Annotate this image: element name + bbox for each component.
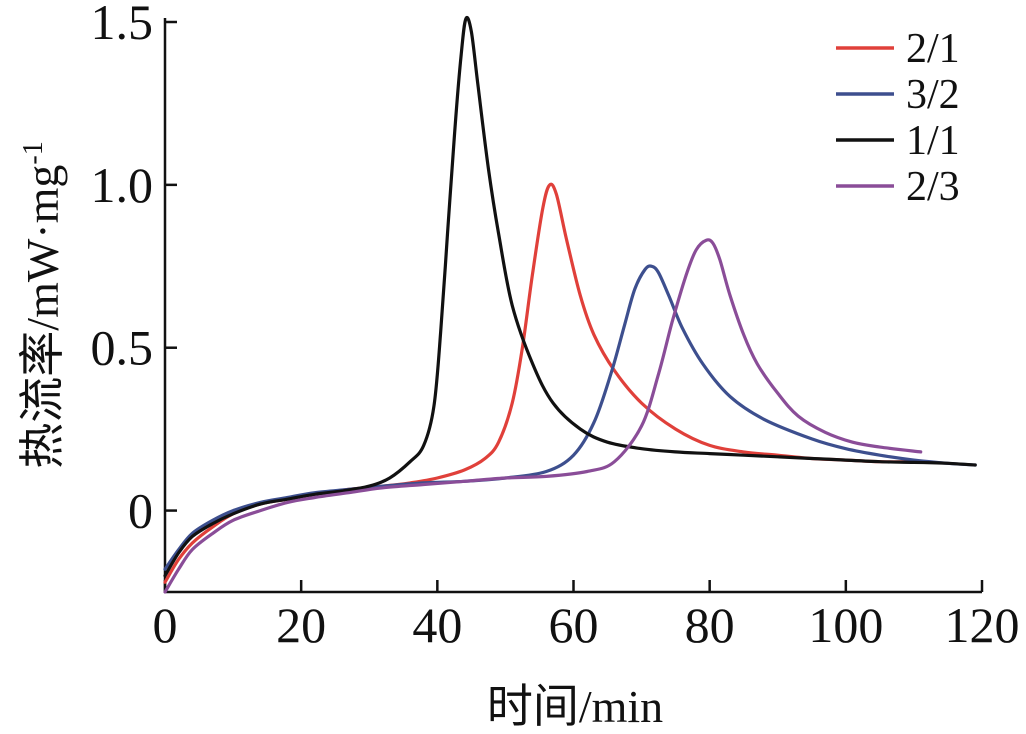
x-tick-label-0: 0 bbox=[153, 597, 178, 653]
y-tick-label-1: 1.0 bbox=[91, 157, 154, 213]
y-tick-label-0.5: 0.5 bbox=[91, 320, 154, 376]
y-ticks: 0 0.5 1.0 1.5 bbox=[91, 0, 177, 539]
y-tick-label-1.5: 1.5 bbox=[91, 0, 154, 50]
x-tick-label-100: 100 bbox=[808, 597, 883, 653]
axes bbox=[163, 18, 982, 594]
series-line-1-1 bbox=[163, 15, 977, 578]
legend-label-2-3: 2/3 bbox=[906, 164, 960, 210]
x-tick-label-20: 20 bbox=[276, 597, 326, 653]
x-axis-title: 时间/min bbox=[487, 681, 663, 732]
legend-label-1-1: 1/1 bbox=[906, 118, 960, 164]
legend-label-3-2: 3/2 bbox=[906, 72, 960, 118]
x-tick-label-40: 40 bbox=[412, 597, 462, 653]
series-layer bbox=[163, 15, 977, 594]
series-line-2-1 bbox=[163, 182, 916, 584]
x-tick-label-80: 80 bbox=[685, 597, 735, 653]
y-axis-title-main: 热流率/mW·mg bbox=[17, 165, 68, 469]
x-ticks: 0 20 40 60 80 100 120 bbox=[153, 580, 1020, 653]
x-tick-label-120: 120 bbox=[945, 597, 1020, 653]
legend: 2/13/21/12/3 bbox=[836, 26, 960, 210]
series-line-3-2 bbox=[163, 264, 977, 571]
legend-label-2-1: 2/1 bbox=[906, 26, 960, 72]
x-tick-label-60: 60 bbox=[549, 597, 599, 653]
y-tick-label-0: 0 bbox=[128, 483, 153, 539]
y-axis-title-exponent: -1 bbox=[18, 141, 49, 164]
y-axis-title: 热流率/mW·mg-1 bbox=[17, 141, 68, 468]
series-line-2-3 bbox=[163, 238, 923, 594]
